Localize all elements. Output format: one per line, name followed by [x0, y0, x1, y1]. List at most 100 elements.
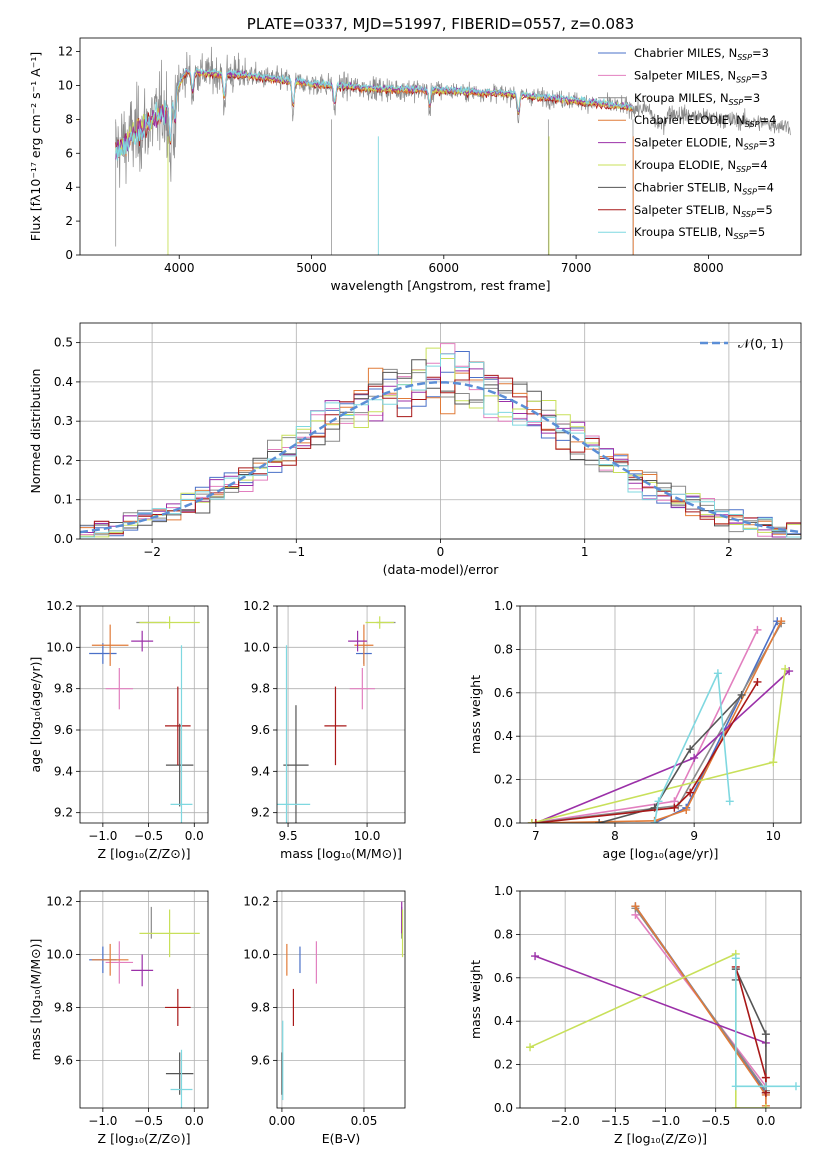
x-tick-label: 0 — [437, 545, 445, 559]
y-tick-label: 9.4 — [251, 764, 270, 778]
legend-label: Chabrier STELIB, NSSP=4 — [634, 180, 774, 196]
y-tick-label: 0.8 — [494, 642, 513, 656]
x-tick-label: 7000 — [561, 261, 592, 275]
y-axis-label: mass weight — [468, 960, 483, 1039]
mass_weight_vs_Z-axes: −2.0 −1.5 −1.0 −0.5 0.0 0.0 0.2 0.4 0.6 0.8 1.0 Z [… — [468, 884, 802, 1146]
x-tick-label: 8000 — [693, 261, 724, 275]
series-marker — [761, 1030, 770, 1039]
errorbar-point — [349, 668, 375, 710]
y-tick-label: 4 — [65, 180, 73, 194]
y-tick-label: 6 — [65, 146, 73, 160]
errorbar-point — [165, 723, 194, 807]
residuals-plot-area — [80, 343, 801, 539]
y-tick-label: 9.2 — [54, 806, 73, 820]
series-marker — [761, 1082, 770, 1091]
legend-entry: Salpeter STELIB, NSSP=5 — [598, 203, 773, 219]
series-marker — [686, 788, 695, 797]
errorbar-point — [89, 643, 117, 664]
errorbar-point — [283, 705, 309, 823]
legend-label: Kroupa ELODIE, NSSP=4 — [634, 158, 768, 174]
legend-label: Kroupa MILES, NSSP=3 — [634, 91, 760, 107]
y-tick-label: 0.0 — [494, 1101, 513, 1115]
mass_vs_ebv-axes: 0.00 0.05 9.6 9.8 10.0 10.2 E(B-V) — [243, 890, 406, 1146]
x-axis-label: wavelength [Angstrom, rest frame] — [330, 278, 550, 293]
y-axis-label: mass [log₁₀(M/M⊙)] — [28, 939, 43, 1061]
y-tick-label: 0.0 — [494, 816, 513, 830]
spectrum-axes: 4000 5000 6000 7000 8000 0 2 4 6 8 10 12 wavelength … — [28, 37, 802, 293]
series-marker — [670, 803, 679, 812]
series-marker — [777, 617, 786, 626]
errorbar-point — [131, 954, 154, 987]
y-tick-label: 0.0 — [54, 532, 73, 546]
series-marker — [753, 625, 762, 634]
y-tick-label: 9.6 — [251, 723, 270, 737]
y-tick-label: 12 — [58, 45, 73, 59]
legend-entry: Chabrier MILES, NSSP=3 — [598, 46, 769, 62]
x-tick-label: −0.5 — [701, 1114, 730, 1128]
x-axis-label: mass [log₁₀(M/M⊙)] — [280, 846, 402, 861]
y-tick-label: 9.6 — [251, 1053, 270, 1067]
series-marker — [595, 819, 604, 823]
y-tick-label: 9.8 — [251, 682, 270, 696]
x-axis-label: Z [log₁₀(Z/Z⊙)] — [98, 846, 191, 861]
mass_vs_ebv-plot-area — [281, 901, 404, 1101]
y-tick-label: 0.5 — [54, 336, 73, 350]
x-tick-label: 0.05 — [351, 1114, 378, 1128]
legend-label: 𝒩(0, 1) — [738, 336, 784, 351]
legend-entry: Kroupa STELIB, NSSP=5 — [598, 225, 765, 241]
errorbar-point — [91, 943, 129, 976]
age_vs_Z-frame — [79, 605, 209, 824]
x-tick-label: −0.5 — [134, 829, 163, 843]
series-marker — [725, 797, 734, 806]
y-tick-label: 9.8 — [54, 1000, 73, 1014]
y-axis-label: Flux [fλ10⁻¹⁷ erg cm⁻² s⁻¹ A⁻¹] — [28, 52, 43, 241]
errorbar-point — [170, 645, 193, 823]
errorbar-point — [105, 668, 134, 710]
series-line — [598, 694, 743, 823]
y-axis-label: Normed distribution — [28, 369, 43, 494]
y-tick-label: 9.6 — [54, 1053, 73, 1067]
y-tick-label: 10.2 — [46, 895, 73, 909]
series-marker — [686, 745, 695, 754]
y-tick-label: 0.1 — [54, 493, 73, 507]
legend-entry: Kroupa ELODIE, NSSP=4 — [598, 158, 768, 174]
y-axis-label: mass weight — [468, 675, 483, 754]
errorbar-point — [324, 686, 347, 766]
mass_vs_Z-axes: −1.0 −0.5 0.0 9.6 9.8 10.0 10.2 Z [log₁₀(Z/Z⊙)]… — [28, 890, 209, 1146]
spectrum-frame — [79, 37, 802, 256]
y-tick-label: 10.0 — [243, 640, 270, 654]
series-marker — [791, 1082, 800, 1091]
x-tick-label: 8 — [611, 829, 619, 843]
mass_vs_Z-plot-area — [89, 906, 200, 1108]
mass_weight_vs_Z-plot-area — [526, 902, 800, 1108]
y-tick-label: 0.4 — [494, 729, 513, 743]
y-tick-label: 0.6 — [494, 686, 513, 700]
y-tick-label: 1.0 — [494, 884, 513, 898]
x-tick-label: 0.0 — [185, 829, 204, 843]
x-tick-label: 0.0 — [756, 1114, 775, 1128]
y-axis-label: age [log₁₀(age/yr)] — [28, 657, 43, 773]
series-line — [734, 958, 796, 1088]
series-marker — [531, 952, 540, 961]
errorbar-point — [277, 645, 311, 823]
residuals-legend: 𝒩(0, 1) — [700, 336, 784, 351]
x-tick-label: −2 — [143, 545, 161, 559]
x-tick-label: 1 — [581, 545, 589, 559]
y-tick-label: 10.0 — [46, 948, 73, 962]
x-tick-label: 7 — [532, 829, 540, 843]
x-tick-label: −1.0 — [88, 1114, 117, 1128]
legend-label: Kroupa STELIB, NSSP=5 — [634, 225, 765, 241]
y-tick-label: 0.4 — [54, 375, 73, 389]
series-line — [535, 681, 759, 823]
x-tick-label: −1 — [287, 545, 305, 559]
y-tick-label: 0.3 — [54, 414, 73, 428]
series-line — [653, 670, 731, 823]
legend-label: Salpeter STELIB, NSSP=5 — [634, 203, 773, 219]
mass_weight_vs_Z-frame — [519, 890, 802, 1109]
y-tick-label: 10.0 — [46, 640, 73, 654]
y-tick-label: 1.0 — [494, 599, 513, 613]
y-tick-label: 0.2 — [494, 773, 513, 787]
y-tick-label: 8 — [65, 112, 73, 126]
errorbar-point — [365, 616, 394, 629]
